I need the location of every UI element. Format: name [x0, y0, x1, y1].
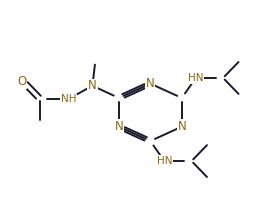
- Text: N: N: [178, 120, 186, 133]
- Text: HN: HN: [188, 73, 204, 83]
- Text: N: N: [146, 77, 155, 90]
- Text: HN: HN: [157, 156, 172, 166]
- Text: N: N: [114, 120, 123, 133]
- Text: NH: NH: [60, 94, 76, 104]
- Text: O: O: [17, 75, 27, 88]
- Text: N: N: [88, 79, 97, 92]
